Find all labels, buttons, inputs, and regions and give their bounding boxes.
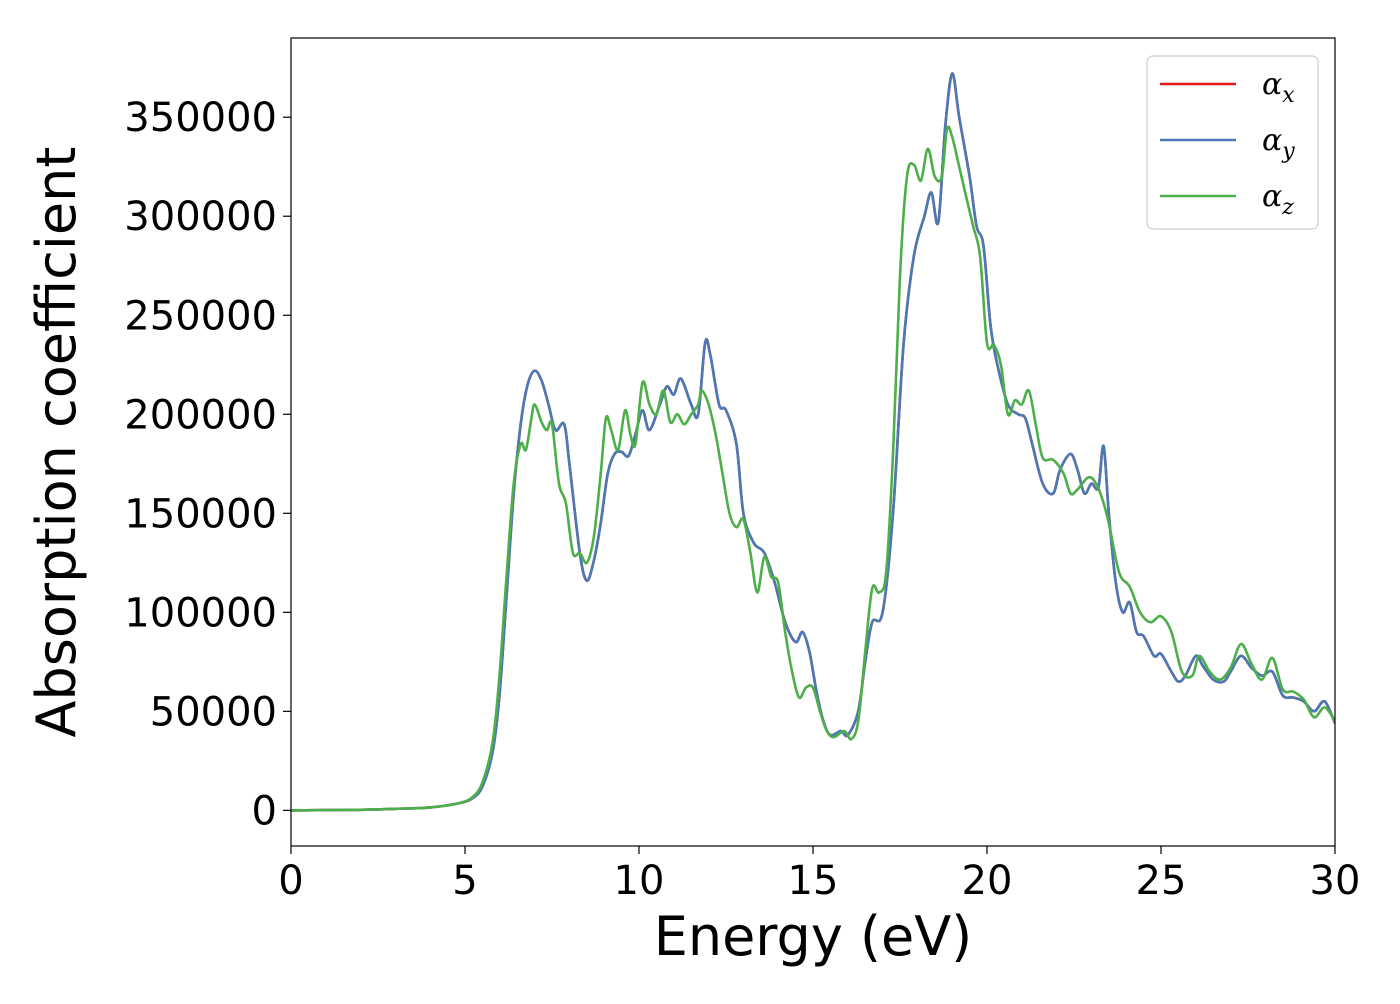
y-tick-label: 150000 [124,491,277,537]
series-line-z [291,125,1335,812]
y-axis-ticks: 0 50000 100000 150000 200000 250000 300000 3500… [124,95,291,834]
legend-symbol: α [1262,123,1282,158]
legend-subscript: y [1281,139,1295,164]
x-tick-label: 20 [962,858,1013,904]
legend-box [1146,55,1319,230]
y-tick-label: 300000 [124,194,277,240]
y-tick-label: 0 [252,788,277,834]
x-tick-label: 5 [452,858,477,904]
x-axis-ticks: 0 5 10 15 20 25 30 [278,846,1360,904]
x-tick-label: 30 [1310,858,1361,904]
legend-symbol: α [1262,179,1282,214]
x-tick-label: 0 [278,858,303,904]
legend-subscript: z [1281,195,1294,220]
legend-label-y: αy [1262,123,1295,164]
legend-label-z: αz [1262,179,1294,220]
x-axis-label: Energy (eV) [654,905,973,968]
legend-subscript: x [1282,83,1295,108]
y-tick-label: 350000 [124,95,277,141]
y-tick-label: 100000 [124,590,277,636]
x-tick-label: 10 [614,858,665,904]
y-axis-label: Absorption coefficient [25,147,88,738]
y-tick-label: 50000 [150,689,277,735]
y-tick-label: 250000 [124,293,277,339]
x-tick-label: 25 [1136,858,1187,904]
legend-label-x: αx [1262,67,1295,108]
x-tick-label: 15 [788,858,839,904]
y-tick-label: 200000 [124,392,277,438]
legend-symbol: α [1262,67,1282,102]
series-layer [291,72,1335,812]
